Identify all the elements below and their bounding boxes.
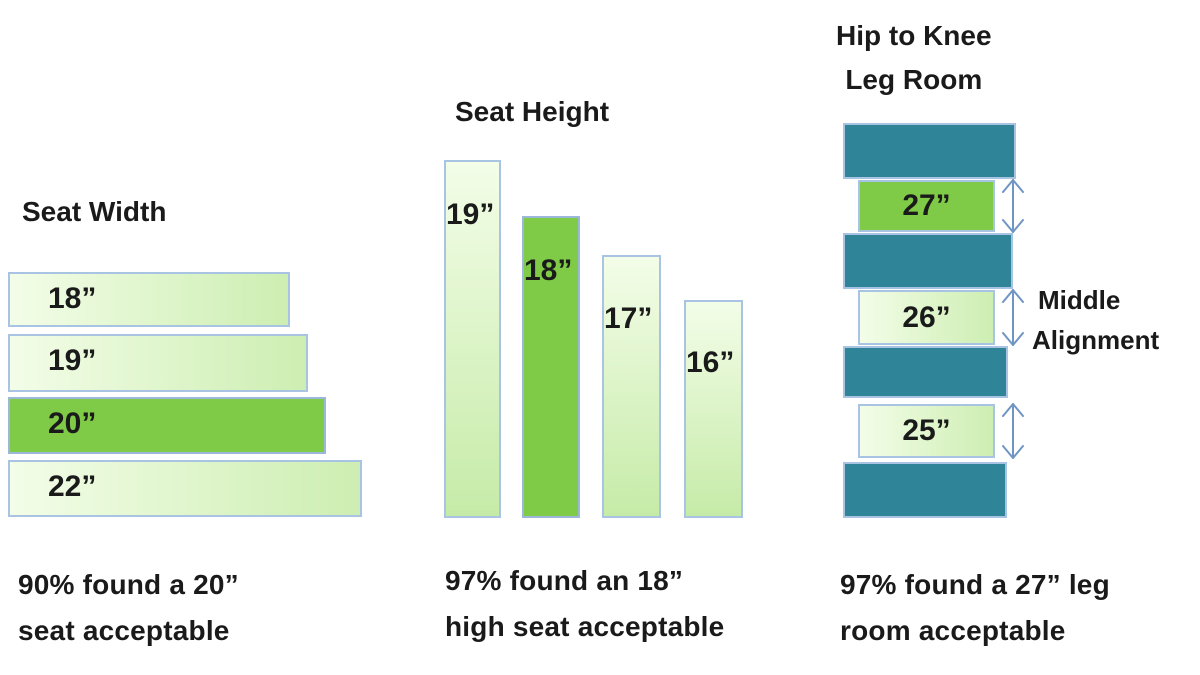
- leg-room-gap-25: 25”: [858, 404, 995, 458]
- leg-room-title: Hip to Knee Leg Room: [836, 14, 992, 102]
- seat-height-caption: 97% found an 18” high seat acceptable: [445, 558, 724, 650]
- seat-width-title: Seat Width: [22, 196, 167, 227]
- seat-height-label-19: 19”: [446, 198, 495, 231]
- seat-height-label-18: 18”: [524, 254, 573, 287]
- seat-height-caption-line-2: high seat acceptable: [445, 611, 725, 642]
- seat-height-title: Seat Height: [455, 96, 610, 127]
- arrow-head-down-icon: [1002, 445, 1024, 459]
- seat-width-caption-line-1: 90% found a 20”: [18, 569, 239, 600]
- seat-height-label-16: 16”: [686, 346, 735, 379]
- leg-room-title-line-2: Leg Room: [845, 64, 983, 95]
- seat-height-caption-line-1: 97% found an 18”: [445, 565, 684, 596]
- leg-room-slab-3: [843, 346, 1008, 398]
- leg-room-label-27: 27”: [902, 189, 951, 222]
- seat-height-bar-19: [444, 160, 501, 518]
- leg-room-caption-line-2: room acceptable: [840, 615, 1066, 646]
- leg-room-slab-4: [843, 462, 1007, 518]
- middle-alignment-annotation: Middle Alignment: [1032, 280, 1159, 360]
- middle-alignment-line-1: Middle: [1038, 285, 1121, 315]
- arrow-head-up-icon: [1002, 289, 1024, 303]
- leg-room-gap-26: 26”: [858, 290, 995, 345]
- leg-room-slab-2: [843, 233, 1013, 289]
- arrow-head-down-icon: [1002, 219, 1024, 233]
- leg-room-title-line-1: Hip to Knee: [836, 20, 992, 51]
- seat-width-bar-22: [8, 460, 362, 517]
- leg-room-slab-1: [843, 123, 1016, 179]
- seat-width-label-22: 22”: [48, 470, 97, 503]
- seat-width-bar-18: [8, 272, 290, 327]
- seat-width-label-19: 19”: [48, 344, 97, 377]
- seat-width-bar-20: [8, 397, 326, 454]
- leg-room-label-26: 26”: [902, 300, 951, 334]
- seat-width-bar-19: [8, 334, 308, 392]
- arrow-head-down-icon: [1002, 332, 1024, 346]
- seat-width-caption-line-2: seat acceptable: [18, 615, 230, 646]
- leg-room-caption: 97% found a 27” leg room acceptable: [840, 562, 1110, 654]
- arrow-head-up-icon: [1002, 179, 1024, 193]
- seat-width-caption: 90% found a 20” seat acceptable: [18, 562, 239, 654]
- seat-height-bar-18: [522, 216, 580, 518]
- leg-room-label-25: 25”: [902, 414, 951, 447]
- seat-width-label-18: 18”: [48, 282, 97, 315]
- middle-alignment-line-2: Alignment: [1032, 325, 1160, 355]
- leg-room-gap-27: 27”: [858, 180, 995, 232]
- seat-height-bar-16: [684, 300, 743, 518]
- seat-width-label-20: 20”: [48, 407, 97, 440]
- leg-room-caption-line-1: 97% found a 27” leg: [840, 569, 1110, 600]
- seat-height-label-17: 17”: [604, 302, 653, 335]
- arrow-head-up-icon: [1002, 403, 1024, 417]
- seat-height-bar-17: [602, 255, 661, 518]
